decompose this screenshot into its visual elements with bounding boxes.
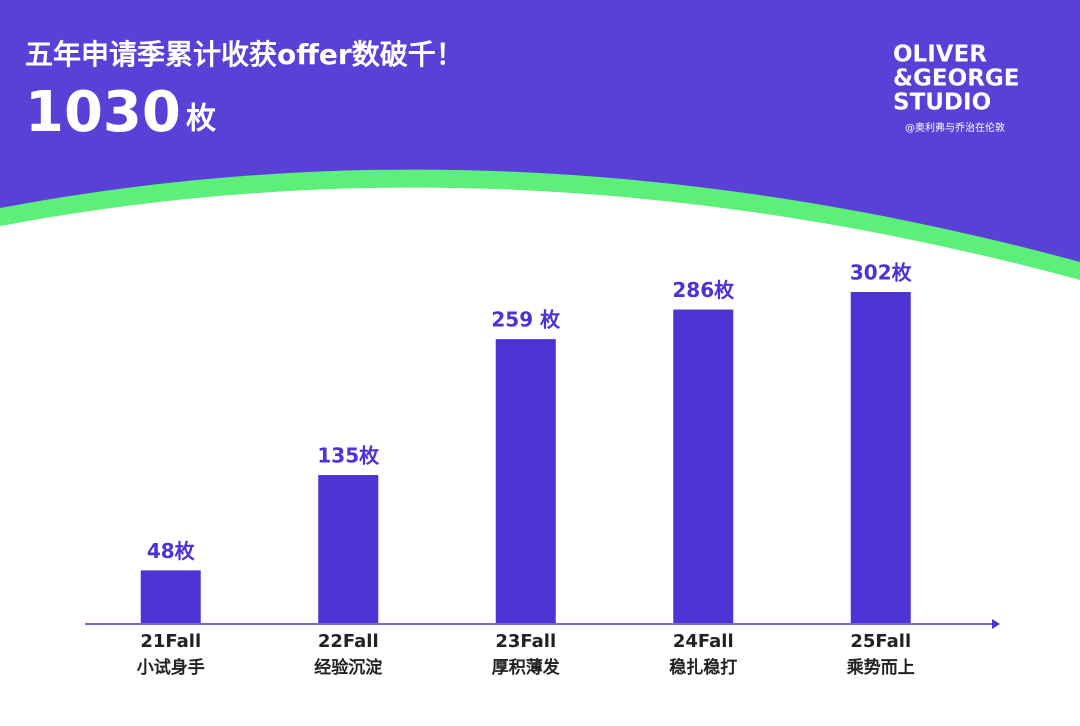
bar (673, 309, 734, 623)
axis-arrow (992, 619, 1000, 629)
value-label: 48枚 (147, 539, 196, 563)
x-tick-sublabel: 经验沉淀 (314, 657, 383, 678)
chart-title: 五年申请季累计收获offer数破千！ (25, 38, 464, 71)
brand-line: &GEORGE (893, 66, 1020, 92)
value-label: 286枚 (672, 278, 735, 302)
x-tick-sublabel: 厚积薄发 (492, 657, 561, 678)
value-label: 135枚 (317, 444, 380, 468)
x-tick-sublabel: 稳扎稳打 (669, 657, 737, 678)
x-tick-sublabel: 小试身手 (137, 657, 205, 678)
headline-unit: 枚 (186, 102, 216, 137)
x-tick-label: 24Fall (673, 631, 734, 652)
x-tick-sublabel: 乘势而上 (846, 657, 915, 678)
bar (850, 292, 911, 623)
x-tick-label: 25Fall (850, 631, 911, 652)
brand-handle: @奥利弗与乔治在伦敦 (905, 121, 1005, 134)
bar (140, 570, 201, 623)
value-label: 259 枚 (491, 308, 561, 332)
bar (495, 339, 556, 623)
bar (318, 475, 379, 623)
headline-number: 1030 (25, 80, 181, 145)
x-tick-label: 21Fall (140, 631, 201, 652)
x-tick-label: 22Fall (318, 631, 379, 652)
brand-line: OLIVER (893, 42, 987, 68)
white-curve (0, 187, 1080, 300)
value-label: 302枚 (850, 261, 913, 285)
x-tick-label: 23Fall (495, 631, 556, 652)
brand-line: STUDIO (893, 90, 991, 116)
